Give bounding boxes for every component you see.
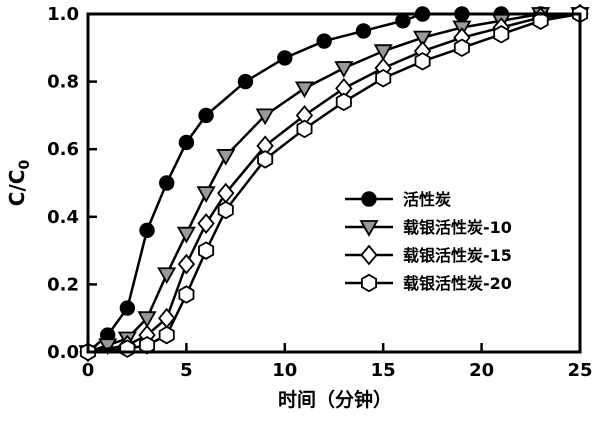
data-point-marker xyxy=(178,285,195,304)
data-point-marker xyxy=(217,200,234,220)
data-point-marker xyxy=(255,108,275,126)
x-tick-label: 5 xyxy=(180,360,193,381)
x-tick-label: 0 xyxy=(82,360,95,381)
y-tick-label: 0.8 xyxy=(47,72,79,93)
data-point-marker xyxy=(373,44,393,61)
data-point-marker xyxy=(158,325,175,345)
data-point-marker xyxy=(360,273,378,293)
x-tick-label: 25 xyxy=(567,360,592,381)
data-point-marker xyxy=(137,311,157,329)
legend-label: 活性炭 xyxy=(403,190,451,209)
data-point-marker xyxy=(493,25,510,44)
data-point-marker xyxy=(360,244,378,266)
legend-item: 载银活性炭-10 xyxy=(345,218,512,237)
series-1 xyxy=(78,7,590,362)
legend-label: 载银活性炭-20 xyxy=(403,274,512,293)
axes: 0 5 10 15 20 25 0.0 0.2 0.4 0.6 0.8 1.0 xyxy=(47,4,592,381)
data-point-marker xyxy=(119,339,136,358)
data-point-marker xyxy=(334,61,354,78)
data-point-marker xyxy=(413,30,433,48)
data-point-marker xyxy=(237,73,254,90)
plot-area xyxy=(78,3,590,363)
data-point-marker xyxy=(178,134,195,151)
y-axis-label: C/C0 xyxy=(5,160,33,207)
y-tick-label: 0.0 xyxy=(47,342,79,363)
data-point-marker xyxy=(316,33,332,49)
data-point-marker xyxy=(257,150,274,169)
plot-frame xyxy=(86,12,582,354)
data-point-marker xyxy=(453,38,470,58)
data-point-marker xyxy=(216,149,236,166)
data-point-marker xyxy=(197,213,215,234)
data-point-marker xyxy=(296,119,313,139)
data-point-marker xyxy=(157,267,177,285)
data-point-marker xyxy=(335,92,352,112)
data-point-marker xyxy=(98,338,118,356)
x-tick-label: 20 xyxy=(469,360,494,381)
data-point-marker xyxy=(414,52,431,71)
data-point-marker xyxy=(198,241,215,260)
data-point-marker xyxy=(277,50,293,66)
data-point-marker xyxy=(119,300,136,316)
data-point-marker xyxy=(198,107,214,124)
data-point-marker xyxy=(532,11,549,30)
series-line xyxy=(87,12,581,354)
x-tick-label: 15 xyxy=(371,360,396,381)
data-point-marker xyxy=(355,23,372,39)
data-point-marker xyxy=(361,191,377,207)
series-0 xyxy=(80,6,588,360)
data-point-marker xyxy=(294,81,315,99)
series-3 xyxy=(80,4,588,362)
legend-item: 载银活性炭-20 xyxy=(345,273,512,293)
legend-item: 载银活性炭-15 xyxy=(345,244,512,266)
x-axis-label: 时间（分钟） xyxy=(278,388,392,411)
series-2 xyxy=(79,3,589,363)
y-tick-label: 0.2 xyxy=(47,274,79,295)
data-point-marker xyxy=(159,175,175,191)
data-point-marker xyxy=(196,186,216,203)
legend-label: 载银活性炭-10 xyxy=(403,218,512,237)
data-point-marker xyxy=(375,68,392,88)
y-tick-label: 1.0 xyxy=(47,4,79,25)
svg-text:C/C0: C/C0 xyxy=(5,160,33,207)
data-point-marker xyxy=(395,13,411,29)
data-point-marker xyxy=(139,222,155,239)
x-tick-label: 10 xyxy=(272,360,297,381)
data-point-marker xyxy=(177,253,196,275)
data-point-marker xyxy=(176,226,196,244)
series-line xyxy=(87,12,581,354)
legend-item: 活性炭 xyxy=(345,190,451,209)
y-tick-label: 0.4 xyxy=(47,207,79,228)
legend-label: 载银活性炭-15 xyxy=(403,246,512,265)
data-point-marker xyxy=(359,220,379,237)
y-tick-label: 0.6 xyxy=(47,139,79,160)
